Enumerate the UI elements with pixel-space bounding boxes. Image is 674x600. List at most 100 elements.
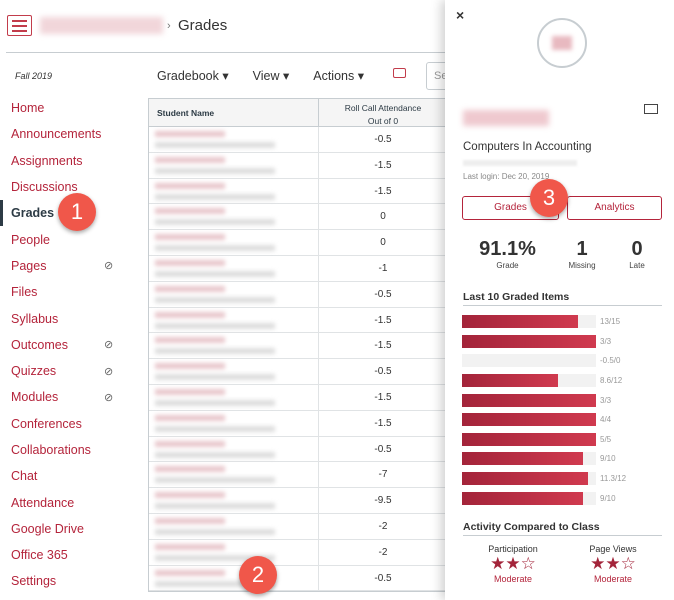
- student-name-cell[interactable]: [149, 178, 319, 204]
- student-name-cell[interactable]: [149, 462, 319, 488]
- score-bar-fill: [462, 393, 596, 407]
- score-bar-fill: [462, 491, 583, 505]
- student-name-cell[interactable]: [149, 565, 319, 591]
- graded-item[interactable]: 13/15: [462, 312, 626, 332]
- student-name-cell[interactable]: [149, 359, 319, 384]
- graded-item[interactable]: 4/4: [462, 410, 626, 430]
- sidebar-item-attendance[interactable]: Attendance: [0, 489, 140, 515]
- grade-cell[interactable]: -1.5: [374, 417, 392, 429]
- header-divider: [6, 52, 674, 53]
- grade-cell[interactable]: -0.5: [374, 366, 392, 378]
- grade-cell[interactable]: -1.5: [374, 314, 392, 326]
- graded-item[interactable]: -0.5/0: [462, 351, 626, 371]
- table-row: -1.5: [149, 333, 447, 360]
- grade-cell[interactable]: -0.5: [374, 443, 392, 455]
- sidebar-item-people[interactable]: People: [0, 226, 140, 252]
- close-icon[interactable]: ×: [456, 7, 465, 23]
- student-name-cell[interactable]: [149, 436, 319, 462]
- actions-menu[interactable]: Actions ▾: [313, 69, 364, 83]
- grade-cell[interactable]: 0: [380, 211, 386, 223]
- sidebar-item-syllabus[interactable]: Syllabus: [0, 305, 140, 331]
- sidebar-item-chat[interactable]: Chat: [0, 463, 140, 489]
- keyboard-shortcuts-icon[interactable]: [393, 68, 406, 78]
- table-row: -1.5: [149, 152, 447, 179]
- sidebar-item-assignments[interactable]: Assignments: [0, 148, 140, 174]
- sidebar-item-settings[interactable]: Settings: [0, 568, 140, 594]
- breadcrumb-course-link[interactable]: [40, 17, 163, 34]
- grade-cell[interactable]: -0.5: [374, 288, 392, 300]
- page-views-rating: Page Views ★★☆ Moderate: [573, 544, 653, 584]
- star-icon: ★★☆: [590, 554, 636, 573]
- star-icon: ★★☆: [490, 554, 536, 573]
- sidebar-item-modules[interactable]: Modules ⊘: [0, 384, 140, 410]
- score-bar: [462, 393, 596, 407]
- grade-cell[interactable]: -2: [378, 546, 388, 558]
- mail-icon[interactable]: [644, 104, 658, 114]
- table-row: -0.5: [149, 281, 447, 308]
- graded-item[interactable]: 3/3: [462, 390, 626, 410]
- student-name-cell[interactable]: [149, 307, 319, 333]
- grade-cell[interactable]: -2: [378, 520, 388, 532]
- student-name-cell[interactable]: [149, 127, 319, 152]
- grade-cell[interactable]: -0.5: [374, 134, 392, 145]
- score-label: 3/3: [600, 395, 612, 405]
- score-bar-fill: [462, 472, 589, 486]
- score-bar: [462, 491, 596, 505]
- sidebar-item-files[interactable]: Files: [0, 279, 140, 305]
- grade-cell[interactable]: -1.5: [374, 340, 392, 352]
- grade-cell[interactable]: -7: [378, 469, 388, 481]
- sidebar-item-home[interactable]: Home: [0, 95, 140, 121]
- student-name-cell[interactable]: [149, 333, 319, 359]
- sidebar-item-announcements[interactable]: Announcements: [0, 121, 140, 147]
- student-name-link[interactable]: [463, 110, 549, 126]
- sidebar-item-office-365[interactable]: Office 365: [0, 542, 140, 568]
- score-label: 4/4: [600, 415, 612, 425]
- assignment-header[interactable]: Roll Call Attendance Out of 0: [319, 99, 447, 126]
- student-name-cell[interactable]: [149, 410, 319, 436]
- sidebar-item-google-drive[interactable]: Google Drive: [0, 516, 140, 542]
- score-bar-fill: [462, 315, 579, 329]
- student-name-cell[interactable]: [149, 539, 319, 565]
- gradebook-menu[interactable]: Gradebook ▾: [157, 69, 229, 83]
- student-name-cell[interactable]: [149, 152, 319, 178]
- student-name-cell[interactable]: [149, 384, 319, 410]
- graded-item[interactable]: 11.3/12: [462, 469, 626, 489]
- sidebar-item-pages[interactable]: Pages ⊘: [0, 253, 140, 279]
- grade-cell[interactable]: -0.5: [374, 572, 392, 584]
- grade-cell[interactable]: -1.5: [374, 185, 392, 197]
- graded-item[interactable]: 8.6/12: [462, 371, 626, 391]
- grade-cell[interactable]: -1: [378, 262, 388, 274]
- student-name-cell[interactable]: [149, 204, 319, 230]
- sidebar-item-collaborations[interactable]: Collaborations: [0, 437, 140, 463]
- score-bar: [462, 374, 596, 388]
- score-bar-fill: [462, 413, 596, 427]
- table-row: 0: [149, 204, 447, 231]
- table-row: -7: [149, 462, 447, 489]
- student-name-cell[interactable]: [149, 230, 319, 255]
- grade-cell[interactable]: -1.5: [374, 159, 392, 171]
- sidebar-item-grades[interactable]: Grades: [0, 200, 140, 227]
- last-items-heading: Last 10 Graded Items: [463, 291, 662, 306]
- student-name-cell[interactable]: [149, 488, 319, 513]
- graded-item[interactable]: 5/5: [462, 430, 626, 450]
- score-label: -0.5/0: [600, 356, 621, 366]
- student-name-cell[interactable]: [149, 255, 319, 281]
- callout-badge-3: 3: [530, 179, 568, 217]
- sidebar-item-label: People: [11, 232, 50, 247]
- graded-item[interactable]: 9/10: [462, 488, 626, 508]
- sidebar-item-conferences[interactable]: Conferences: [0, 411, 140, 437]
- sidebar-item-quizzes[interactable]: Quizzes ⊘: [0, 358, 140, 384]
- student-name-cell[interactable]: [149, 513, 319, 539]
- grade-cell[interactable]: 0: [380, 237, 386, 249]
- view-menu[interactable]: View ▾: [252, 69, 290, 83]
- sidebar-item-discussions[interactable]: Discussions: [0, 174, 140, 200]
- graded-item[interactable]: 9/10: [462, 449, 626, 469]
- grade-cell[interactable]: -9.5: [374, 495, 392, 507]
- graded-item[interactable]: 3/3: [462, 332, 626, 352]
- student-name-cell[interactable]: [149, 281, 319, 307]
- grade-cell[interactable]: -1.5: [374, 391, 392, 403]
- analytics-button[interactable]: Analytics: [567, 196, 662, 220]
- menu-toggle-button[interactable]: [7, 15, 32, 36]
- sidebar-item-outcomes[interactable]: Outcomes ⊘: [0, 332, 140, 358]
- student-name-header[interactable]: Student Name: [149, 99, 319, 126]
